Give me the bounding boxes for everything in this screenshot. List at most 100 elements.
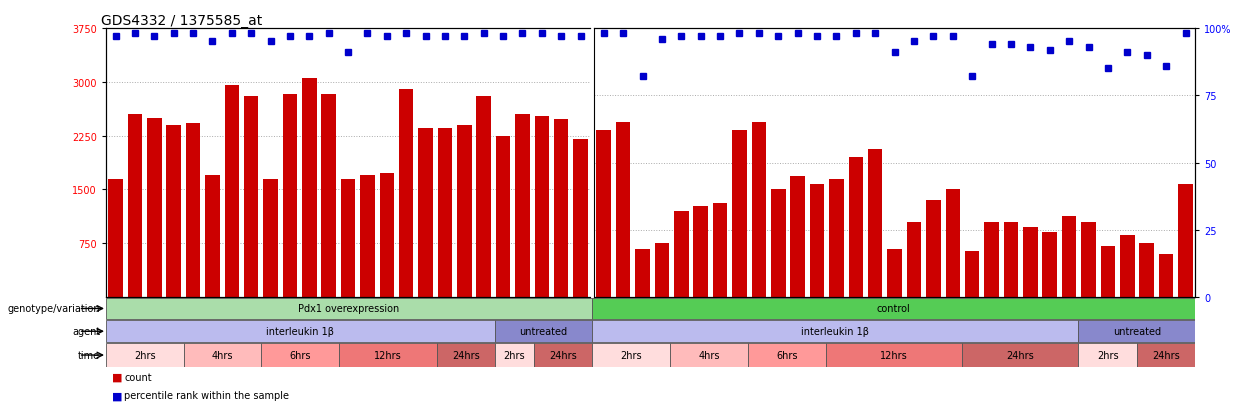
Text: 6hrs: 6hrs: [290, 350, 311, 360]
Text: 2hrs: 2hrs: [620, 350, 642, 360]
Bar: [1178, 185, 1193, 297]
Bar: [128, 115, 142, 297]
Text: Pdx1 overexpression: Pdx1 overexpression: [299, 304, 400, 314]
Text: interleukin 1β: interleukin 1β: [802, 326, 869, 337]
Bar: [263, 179, 278, 297]
Text: 2hrs: 2hrs: [134, 350, 156, 360]
Bar: [713, 203, 727, 297]
Bar: [205, 176, 219, 297]
Bar: [360, 176, 375, 297]
Bar: [108, 179, 123, 297]
Text: 24hrs: 24hrs: [1006, 350, 1035, 360]
Bar: [888, 249, 901, 297]
Bar: [1003, 222, 1018, 297]
Bar: [1042, 233, 1057, 297]
Bar: [457, 126, 472, 297]
Bar: [224, 86, 239, 297]
Text: control: control: [876, 304, 910, 314]
Bar: [926, 201, 941, 297]
Bar: [825, 343, 962, 367]
Bar: [616, 123, 630, 297]
Bar: [1159, 254, 1173, 297]
Bar: [438, 129, 452, 297]
Bar: [534, 117, 549, 297]
Bar: [593, 343, 670, 367]
Bar: [167, 126, 181, 297]
Bar: [554, 120, 569, 297]
Bar: [106, 320, 496, 342]
Bar: [283, 95, 298, 297]
Bar: [418, 129, 433, 297]
Bar: [147, 119, 162, 297]
Bar: [106, 343, 184, 367]
Bar: [398, 90, 413, 297]
Text: 6hrs: 6hrs: [776, 350, 798, 360]
Bar: [496, 136, 510, 297]
Bar: [829, 179, 844, 297]
Bar: [1078, 320, 1195, 342]
Text: agent: agent: [72, 326, 101, 337]
Text: untreated: untreated: [1113, 326, 1160, 337]
Bar: [1023, 228, 1037, 297]
Bar: [635, 249, 650, 297]
Text: 4hrs: 4hrs: [698, 350, 720, 360]
Bar: [791, 177, 806, 297]
Bar: [965, 252, 980, 297]
Bar: [1101, 246, 1116, 297]
Bar: [674, 211, 688, 297]
Bar: [574, 140, 588, 297]
Bar: [849, 158, 863, 297]
Text: percentile rank within the sample: percentile rank within the sample: [124, 390, 290, 400]
Bar: [593, 320, 1078, 342]
Text: 24hrs: 24hrs: [549, 350, 576, 360]
Bar: [752, 123, 766, 297]
Bar: [496, 343, 534, 367]
Text: 24hrs: 24hrs: [1152, 350, 1180, 360]
Text: 2hrs: 2hrs: [1097, 350, 1118, 360]
Text: 4hrs: 4hrs: [212, 350, 233, 360]
Bar: [186, 123, 200, 297]
Bar: [655, 244, 669, 297]
Bar: [341, 179, 355, 297]
Bar: [868, 150, 883, 297]
Text: 12hrs: 12hrs: [374, 350, 402, 360]
Bar: [303, 79, 316, 297]
Text: time: time: [78, 350, 101, 360]
Bar: [732, 131, 747, 297]
Bar: [1137, 343, 1195, 367]
Text: 2hrs: 2hrs: [503, 350, 525, 360]
Bar: [748, 343, 825, 367]
Bar: [261, 343, 339, 367]
Bar: [1078, 343, 1137, 367]
Bar: [906, 222, 921, 297]
Bar: [339, 343, 437, 367]
Text: interleukin 1β: interleukin 1β: [266, 326, 335, 337]
Bar: [1120, 235, 1134, 297]
Bar: [670, 343, 748, 367]
Bar: [593, 298, 1195, 320]
Bar: [515, 115, 529, 297]
Bar: [1062, 217, 1077, 297]
Bar: [809, 185, 824, 297]
Bar: [477, 97, 491, 297]
Text: 12hrs: 12hrs: [880, 350, 908, 360]
Text: untreated: untreated: [519, 326, 568, 337]
Text: genotype/variation: genotype/variation: [7, 304, 101, 314]
Bar: [596, 131, 611, 297]
Bar: [321, 95, 336, 297]
Bar: [693, 206, 708, 297]
Bar: [1081, 222, 1096, 297]
Bar: [496, 320, 593, 342]
Bar: [985, 222, 998, 297]
Bar: [380, 173, 395, 297]
Bar: [437, 343, 496, 367]
Bar: [962, 343, 1078, 367]
Bar: [244, 97, 259, 297]
Bar: [534, 343, 593, 367]
Text: ■: ■: [112, 372, 122, 382]
Bar: [106, 298, 593, 320]
Text: GDS4332 / 1375585_at: GDS4332 / 1375585_at: [101, 14, 263, 28]
Text: count: count: [124, 372, 152, 382]
Text: ■: ■: [112, 390, 122, 400]
Bar: [184, 343, 261, 367]
